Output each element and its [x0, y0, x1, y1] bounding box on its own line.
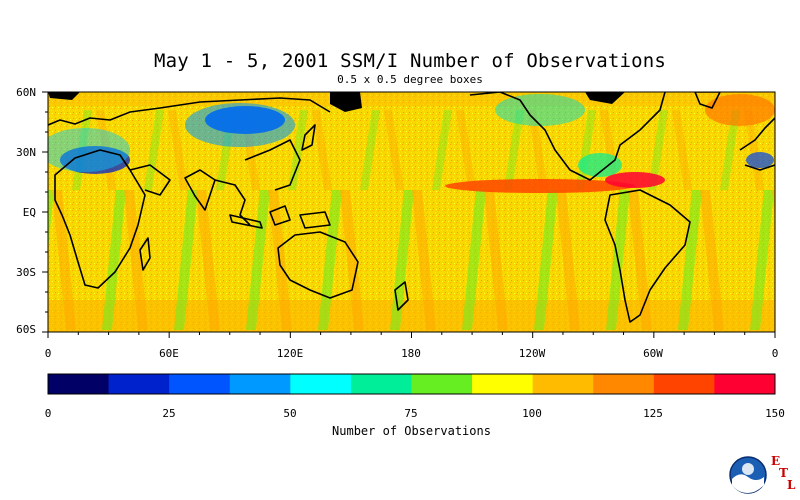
colorbar-segment — [714, 374, 776, 394]
colorbar-segment — [169, 374, 231, 394]
orbit-swath-stripe — [174, 190, 198, 330]
colorbar-label: Number of Observations — [332, 424, 491, 438]
orbit-swath-stripe — [504, 110, 524, 190]
orbit-swath-stripe — [484, 190, 508, 330]
orbit-swath-stripe — [534, 190, 558, 330]
lon-label-120w: 120W — [518, 347, 546, 360]
colorbar-segment — [593, 374, 655, 394]
colorbar-segment — [108, 374, 170, 394]
orbit-swath-stripe — [312, 110, 332, 190]
europe-low-count-patch — [746, 152, 774, 168]
colorbar — [48, 374, 776, 394]
orbit-swath-stripe — [168, 110, 188, 190]
atlantic-high-count-band — [605, 172, 665, 188]
lon-label-120e: 120E — [276, 347, 304, 360]
orbit-swath-stripe — [288, 110, 308, 190]
colorbar-tick-0: 0 — [44, 407, 52, 420]
coastlines — [48, 92, 775, 323]
colorbar-segment — [350, 374, 412, 394]
lon-label-60e: 60E — [159, 347, 179, 360]
orbit-swath-stripe — [412, 190, 436, 330]
etl-letter-l: L — [787, 478, 796, 492]
orbit-swath-stripe — [750, 190, 774, 330]
sea-ice-arctic — [48, 92, 80, 100]
orbit-swath-stripe — [52, 190, 76, 330]
colorbar-tick-25: 25 — [162, 407, 176, 420]
orbit-swath-stripe — [456, 110, 476, 190]
lon-label-180: 180 — [401, 347, 421, 360]
tropical-high-count-band — [445, 179, 635, 193]
colorbar-segment — [653, 374, 715, 394]
sea-ice-hudson — [585, 92, 625, 104]
north-america-patch — [495, 94, 585, 126]
colorbar-segment — [229, 374, 291, 394]
orbit-swath-stripe — [196, 190, 220, 330]
orbit-swath-stripe — [772, 190, 775, 220]
southern-high-count-band — [48, 300, 775, 332]
orbit-swath-stripe — [384, 110, 404, 190]
orbit-swath-stripe — [102, 190, 126, 330]
colorbar-segment — [411, 374, 473, 394]
orbit-swath-stripe — [246, 190, 270, 330]
etl-letter-e: E — [771, 454, 781, 468]
caribbean-patch — [578, 153, 622, 177]
north-africa-low-count-patch — [48, 128, 130, 172]
lat-label-30s: 30S — [16, 266, 36, 279]
orbit-swath-stripe — [700, 190, 724, 330]
etl-letter-t: T — [779, 466, 788, 480]
orbit-swath-stripe — [144, 110, 164, 190]
colorbar-tick-75: 75 — [404, 407, 418, 420]
orbit-swath-stripe — [432, 110, 452, 190]
orbit-swath-stripe — [528, 110, 548, 190]
noaa-logo — [729, 456, 767, 494]
sea-ice-okhotsk — [330, 92, 362, 112]
orbit-swath-stripe — [124, 190, 148, 330]
lon-label-0-end: 0 — [771, 347, 779, 360]
orbit-swath-stripe — [462, 190, 486, 330]
orbit-swath-stripe — [360, 110, 380, 190]
orbit-swath-stripe — [648, 110, 668, 190]
colorbar-segment — [290, 374, 352, 394]
orbit-swath-stripe — [628, 190, 652, 330]
colorbar-tick-125: 125 — [643, 407, 663, 420]
orbit-swath-stripe — [340, 190, 364, 330]
axis-ticks — [42, 91, 776, 338]
colorbar-tick-100: 100 — [522, 407, 542, 420]
colorbar-tick-150: 150 — [765, 407, 785, 420]
orbit-swath-stripe — [678, 190, 702, 330]
orbit-swath-stripe — [48, 190, 54, 250]
lat-label-60s: 60S — [16, 323, 36, 336]
north-atlantic-high-count-patch — [705, 94, 775, 126]
colorbar-frame — [47, 373, 776, 395]
colorbar-tick-50: 50 — [283, 407, 297, 420]
orbit-swath-stripe — [672, 110, 692, 190]
northern-high-count-band — [48, 92, 775, 106]
lat-label-60n: 60N — [16, 86, 36, 99]
orbit-swath-stripe — [792, 110, 800, 190]
lon-label-60w: 60W — [643, 347, 663, 360]
colorbar-segment — [472, 374, 534, 394]
colorbar-segment — [48, 374, 110, 394]
chart-subtitle: 0.5 x 0.5 degree boxes — [337, 73, 483, 86]
chart-title: May 1 - 5, 2001 SSM/I Number of Observat… — [153, 50, 667, 72]
central-asia-low-count-patch — [185, 103, 295, 147]
orbit-swath-stripe — [720, 110, 740, 190]
colorbar-segment — [532, 374, 594, 394]
lat-label-eq: EQ — [22, 206, 36, 219]
orbit-swath-stripe — [556, 190, 580, 330]
lon-label-0: 0 — [44, 347, 52, 360]
lat-label-30n: 30N — [16, 146, 36, 159]
